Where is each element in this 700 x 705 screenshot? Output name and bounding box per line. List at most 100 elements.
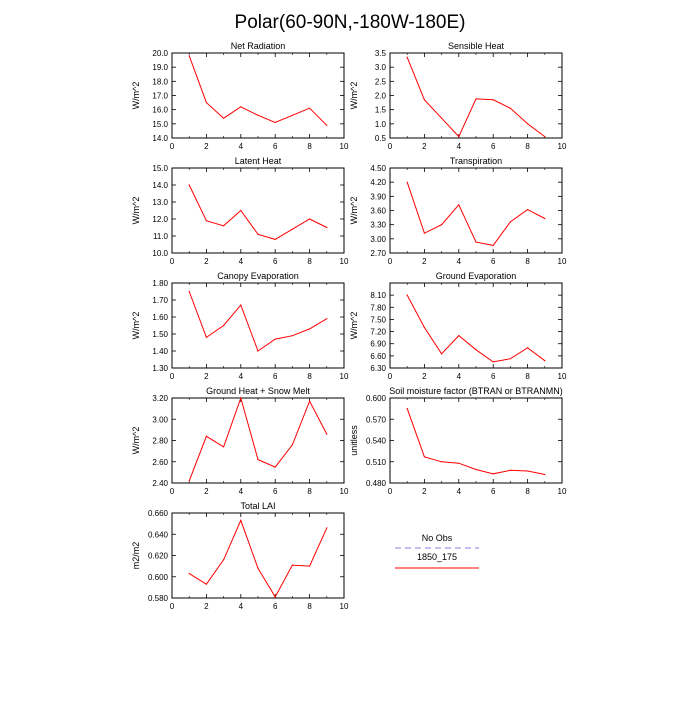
data-point: [423, 232, 425, 234]
data-point: [423, 456, 425, 458]
panel-total-lai: Total LAI 0 2 4 6 8 10 0.580 0.600 0.620 0.640 0.66…: [131, 501, 349, 611]
data-point: [188, 290, 190, 293]
y-axis-label: unitless: [349, 425, 359, 456]
panel-title: Ground Evaporation: [436, 271, 517, 281]
plot-frame: [389, 282, 563, 369]
data-point: [257, 567, 259, 569]
data-point: [326, 318, 328, 320]
x-tick-label: 0: [170, 602, 175, 611]
panel-ground-heat-snow-melt: Ground Heat + Snow Melt 0 2 4 6 8 10 2.40 2.60 2.…: [131, 386, 349, 496]
plot-frame: [389, 52, 563, 139]
panel-title: Net Radiation: [231, 41, 286, 51]
data-point: [223, 117, 225, 119]
data-point: [309, 107, 311, 109]
y-tick-label: 15.0: [152, 164, 168, 173]
data-point: [406, 408, 408, 410]
panels: Net Radiation 0 2 4 6 8 10 14.0 15.0 16.0 17.0 18.0…: [131, 41, 567, 611]
data-point: [326, 124, 328, 126]
x-tick-label: 0: [170, 257, 175, 266]
x-tick-label: 4: [457, 487, 462, 496]
panel-transpiration: Transpiration 0 2 4 6 8 10 2.70 3.00 3.30 3.60 3.90…: [349, 156, 567, 266]
data-point: [240, 397, 242, 399]
y-tick-label: 7.50: [370, 315, 386, 324]
data-point: [423, 99, 425, 101]
x-tick-label: 8: [307, 602, 312, 611]
y-tick-label: 1.60: [152, 313, 168, 322]
x-tick-label: 0: [388, 142, 393, 151]
data-point: [309, 328, 311, 330]
y-tick-label: 2.0: [375, 92, 387, 101]
y-tick-label: 17.0: [152, 92, 168, 101]
y-axis-label: W/m^2: [131, 82, 141, 110]
data-point: [223, 446, 225, 448]
figure-title: Polar(60-90N,-180W-180E): [235, 12, 466, 33]
data-point: [257, 233, 259, 235]
x-tick-label: 6: [273, 372, 278, 381]
y-tick-label: 1.30: [152, 364, 168, 373]
data-point: [406, 56, 408, 58]
plot-frame: [171, 282, 345, 369]
x-tick-label: 6: [273, 602, 278, 611]
data-point: [291, 444, 293, 446]
y-axis-label: W/m^2: [131, 427, 141, 455]
x-tick-label: 2: [204, 487, 209, 496]
data-point: [492, 361, 494, 363]
x-tick-label: 6: [491, 372, 496, 381]
data-point: [441, 117, 443, 119]
data-point: [274, 466, 276, 468]
x-tick-label: 2: [422, 257, 427, 266]
data-point: [475, 241, 477, 243]
y-tick-label: 3.60: [370, 207, 386, 216]
data-point: [188, 184, 190, 186]
y-tick-label: 0.480: [366, 479, 387, 488]
x-tick-label: 8: [525, 487, 530, 496]
y-tick-label: 0.640: [148, 530, 169, 539]
data-point: [475, 349, 477, 351]
data-point: [188, 480, 190, 482]
x-tick-label: 0: [388, 487, 393, 496]
data-point: [527, 123, 529, 125]
data-point: [509, 358, 511, 360]
data-point: [441, 224, 443, 226]
y-tick-label: 0.580: [148, 594, 169, 603]
data-point: [406, 181, 408, 183]
x-tick-label: 8: [307, 142, 312, 151]
data-point: [326, 226, 328, 229]
data-point: [205, 101, 207, 104]
y-tick-label: 2.80: [152, 437, 168, 446]
y-tick-label: 4.50: [370, 164, 386, 173]
panel-title: Latent Heat: [235, 156, 282, 166]
series-line-1850-175: [406, 294, 546, 363]
x-tick-label: 6: [491, 142, 496, 151]
plot-frame: [171, 167, 345, 254]
data-point: [309, 218, 311, 220]
y-tick-label: 0.620: [148, 552, 169, 561]
series-line-1850-175: [188, 184, 328, 240]
data-point: [441, 461, 443, 463]
panel-soil-moisture-factor-btran-or-btranmn: Soil moisture factor (BTRAN or BTRANMN)0…: [349, 386, 567, 496]
legend-model-label: 1850_175: [417, 552, 457, 562]
panel-sensible-heat: Sensible Heat 0 2 4 6 8 10 0.5 1.0 1.5 2.0 2.5 3.0 3.…: [349, 41, 567, 151]
y-tick-label: 0.570: [366, 415, 387, 424]
data-point: [291, 114, 293, 116]
plot-frame: [171, 52, 345, 139]
data-point: [291, 335, 293, 337]
y-tick-label: 10.0: [152, 249, 168, 258]
data-point: [309, 400, 311, 402]
data-point: [326, 527, 328, 529]
data-point: [188, 572, 190, 575]
data-point: [544, 360, 546, 362]
x-tick-label: 8: [307, 487, 312, 496]
y-tick-label: 3.5: [375, 49, 387, 58]
x-tick-label: 4: [457, 372, 462, 381]
y-axis-label: W/m^2: [131, 197, 141, 225]
y-tick-label: 0.5: [375, 134, 387, 143]
data-point: [527, 347, 529, 349]
data-point: [509, 107, 511, 109]
x-tick-label: 10: [340, 487, 349, 496]
x-tick-label: 6: [273, 487, 278, 496]
series-line-1850-175: [406, 57, 546, 138]
data-point: [544, 135, 546, 138]
